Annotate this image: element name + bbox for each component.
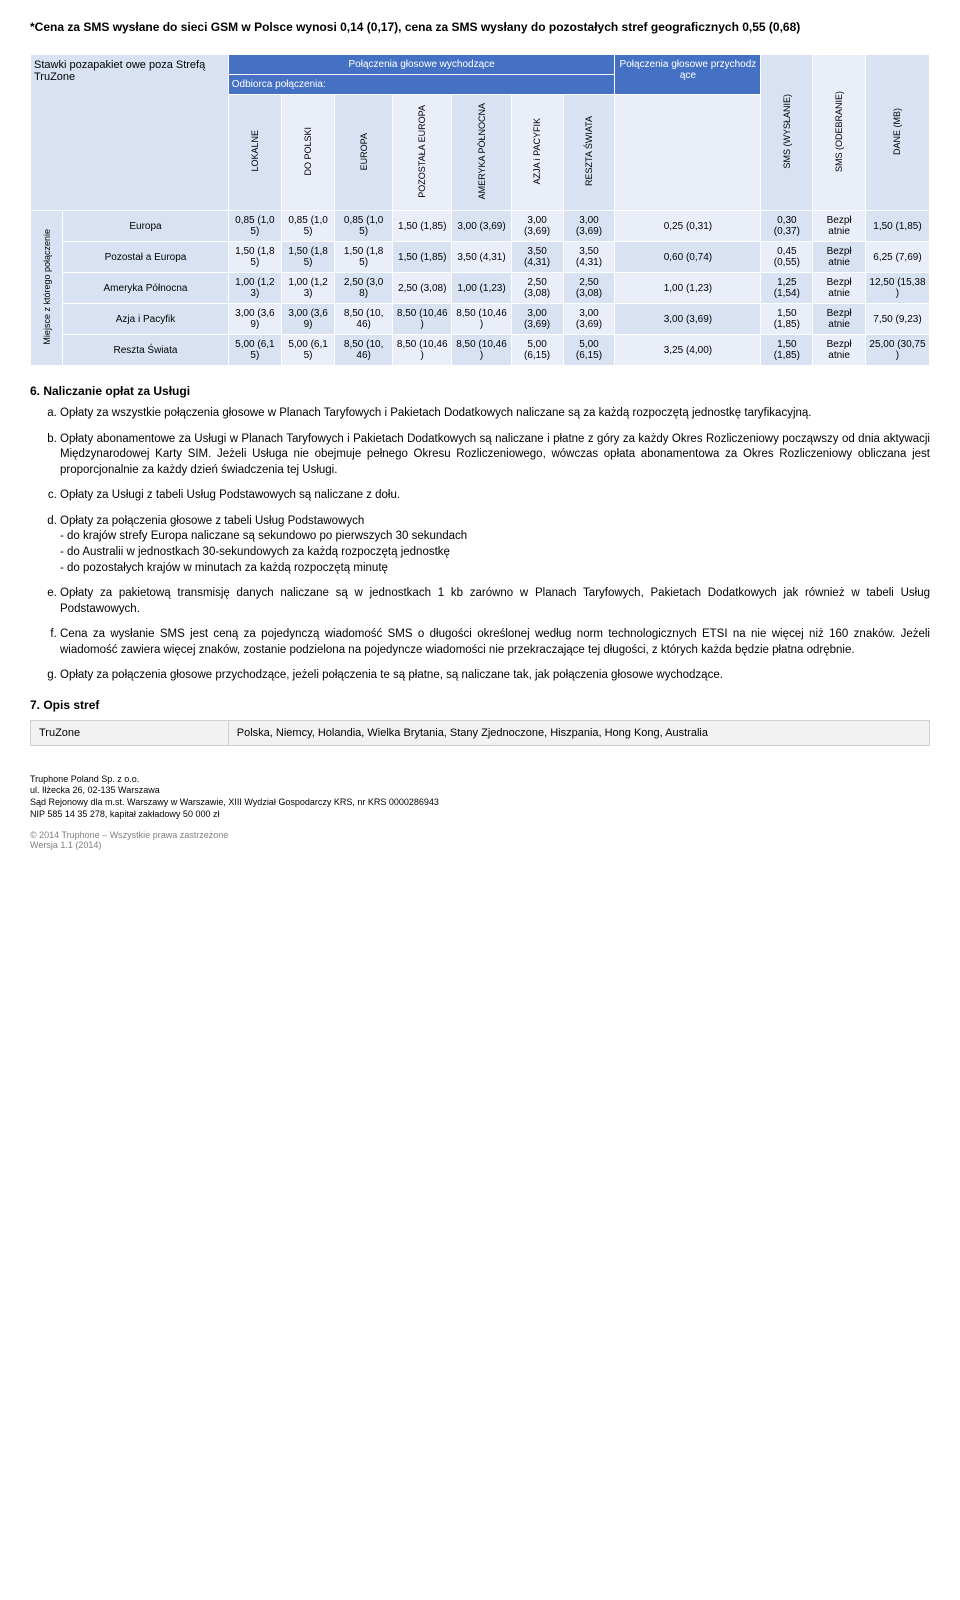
- price-cell: 8,50 (10,46 ): [452, 335, 511, 366]
- price-cell: 3,50 (4,31): [452, 242, 511, 273]
- price-cell: Bezpł atnie: [813, 304, 866, 335]
- hdr-outgoing: Połączenia głosowe wychodzące: [228, 55, 615, 75]
- col-reszta: RESZTA ŚWIATA: [584, 112, 594, 190]
- row-label: Ameryka Północna: [63, 273, 229, 304]
- list-item: Opłaty za Usługi z tabeli Usług Podstawo…: [60, 488, 930, 504]
- footer-l1: Truphone Poland Sp. z o.o.: [30, 774, 930, 786]
- price-cell: 5,00 (6,15): [511, 335, 563, 366]
- price-cell: 1,25 (1,54): [761, 273, 813, 304]
- list-item: Opłaty abonamentowe za Usługi w Planach …: [60, 432, 930, 479]
- hdr-data: DANE (MB): [892, 104, 902, 159]
- price-cell: 7,50 (9,23): [865, 304, 929, 335]
- price-cell: 3,50 (4,31): [563, 242, 615, 273]
- price-cell: 8,50 (10, 46): [335, 304, 393, 335]
- price-cell: 0,45 (0,55): [761, 242, 813, 273]
- hdr-sms-in: SMS (ODEBRANIE): [834, 87, 844, 176]
- price-cell: 0,30 (0,37): [761, 211, 813, 242]
- price-cell: 2,50 (3,08): [393, 273, 452, 304]
- col-europa: EUROPA: [359, 129, 369, 174]
- price-cell: 3,00 (3,69): [452, 211, 511, 242]
- footer-l2: ul. Iłżecka 26, 02-135 Warszawa: [30, 785, 930, 797]
- price-cell: 3,50 (4,31): [511, 242, 563, 273]
- price-cell: 1,00 (1,2 3): [228, 273, 281, 304]
- footer-l4: NIP 585 14 35 278, kapitał zakładowy 50 …: [30, 809, 930, 821]
- price-cell: 6,25 (7,69): [865, 242, 929, 273]
- section6-title: 6. Naliczanie opłat za Usługi: [30, 384, 930, 398]
- col-pozeuropa: POZOSTAŁA EUROPA: [417, 101, 427, 202]
- price-cell: 5,00 (6,15): [563, 335, 615, 366]
- price-cell: 3,00 (3,6 9): [228, 304, 281, 335]
- price-cell: 8,50 (10,46 ): [393, 335, 452, 366]
- list-item: Cena za wysłanie SMS jest ceną za pojedy…: [60, 627, 930, 658]
- price-cell: 0,60 (0,74): [615, 242, 761, 273]
- price-cell: 1,50 (1,8 5): [281, 242, 334, 273]
- price-cell: Bezpł atnie: [813, 211, 866, 242]
- row-label: Pozostał a Europa: [63, 242, 229, 273]
- hdr-sms-out: SMS (WYSŁANIE): [782, 90, 792, 173]
- price-cell: 5,00 (6,1 5): [281, 335, 334, 366]
- price-cell: 8,50 (10,46 ): [452, 304, 511, 335]
- copy2: Wersja 1.1 (2014): [30, 840, 930, 850]
- price-cell: 3,25 (4,00): [615, 335, 761, 366]
- price-cell: 3,00 (3,69): [563, 211, 615, 242]
- copyright: © 2014 Truphone – Wszystkie prawa zastrz…: [30, 830, 930, 850]
- row-label: Azja i Pacyfik: [63, 304, 229, 335]
- col-azja: AZJA i PACYFIK: [532, 114, 542, 188]
- list-item: Opłaty za wszystkie połączenia głosowe w…: [60, 406, 930, 422]
- origin-header: Miejsce z którego połączenie: [31, 211, 63, 366]
- col-lokalne: LOKALNE: [250, 126, 260, 176]
- price-cell: 3,00 (3,69): [511, 304, 563, 335]
- hdr-recipient: Odbiorca połączenia:: [228, 75, 615, 95]
- row-label: Reszta Świata: [63, 335, 229, 366]
- price-cell: 1,50 (1,8 5): [335, 242, 393, 273]
- price-cell: 2,50 (3,0 8): [335, 273, 393, 304]
- price-cell: 1,50 (1,85): [761, 335, 813, 366]
- footer: Truphone Poland Sp. z o.o. ul. Iłżecka 2…: [30, 774, 930, 821]
- price-cell: Bezpł atnie: [813, 335, 866, 366]
- zone-label: TruZone: [31, 720, 229, 745]
- section6-list: Opłaty za wszystkie połączenia głosowe w…: [30, 406, 930, 683]
- price-cell: 0,85 (1,0 5): [335, 211, 393, 242]
- price-cell: 8,50 (10,46 ): [393, 304, 452, 335]
- price-cell: 0,25 (0,31): [615, 211, 761, 242]
- price-cell: 2,50 (3,08): [511, 273, 563, 304]
- stawki-box: Stawki pozapakiet owe poza Strefą TruZon…: [31, 55, 229, 211]
- price-cell: 5,00 (6,1 5): [228, 335, 281, 366]
- zone-value: Polska, Niemcy, Holandia, Wielka Brytani…: [228, 720, 929, 745]
- price-cell: 8,50 (10, 46): [335, 335, 393, 366]
- price-cell: 3,00 (3,6 9): [281, 304, 334, 335]
- price-cell: 3,00 (3,69): [511, 211, 563, 242]
- copy1: © 2014 Truphone – Wszystkie prawa zastrz…: [30, 830, 930, 840]
- price-cell: Bezpł atnie: [813, 273, 866, 304]
- price-cell: 1,00 (1,2 3): [281, 273, 334, 304]
- price-cell: 1,00 (1,23): [615, 273, 761, 304]
- price-cell: 3,00 (3,69): [563, 304, 615, 335]
- price-cell: 3,00 (3,69): [615, 304, 761, 335]
- sms-price-note: *Cena za SMS wysłane do sieci GSM w Pols…: [30, 20, 930, 34]
- col-ameryka: AMERYKA PÓŁNOCNA: [477, 99, 487, 203]
- list-item: Opłaty za połączenia głosowe z tabeli Us…: [60, 514, 930, 576]
- list-item: Opłaty za połączenia głosowe przychodząc…: [60, 668, 930, 684]
- price-cell: 1,50 (1,85): [865, 211, 929, 242]
- list-item: Opłaty za pakietową transmisję danych na…: [60, 586, 930, 617]
- price-cell: 2,50 (3,08): [563, 273, 615, 304]
- price-cell: 0,85 (1,0 5): [281, 211, 334, 242]
- price-cell: Bezpł atnie: [813, 242, 866, 273]
- price-cell: 12,50 (15,38 ): [865, 273, 929, 304]
- hdr-incoming: Połączenia głosowe przychodz ące: [615, 55, 761, 95]
- pricing-table: Stawki pozapakiet owe poza Strefą TruZon…: [30, 54, 930, 366]
- price-cell: 1,50 (1,85): [393, 242, 452, 273]
- col-dopolski: DO POLSKI: [303, 123, 313, 180]
- price-cell: 1,50 (1,8 5): [228, 242, 281, 273]
- price-cell: 1,50 (1,85): [393, 211, 452, 242]
- price-cell: 0,85 (1,0 5): [228, 211, 281, 242]
- zones-table: TruZone Polska, Niemcy, Holandia, Wielka…: [30, 720, 930, 746]
- row-label: Europa: [63, 211, 229, 242]
- price-cell: 25,00 (30,75 ): [865, 335, 929, 366]
- price-cell: 1,00 (1,23): [452, 273, 511, 304]
- section7-title: 7. Opis stref: [30, 698, 930, 712]
- footer-l3: Sąd Rejonowy dla m.st. Warszawy w Warsza…: [30, 797, 930, 809]
- price-cell: 1,50 (1,85): [761, 304, 813, 335]
